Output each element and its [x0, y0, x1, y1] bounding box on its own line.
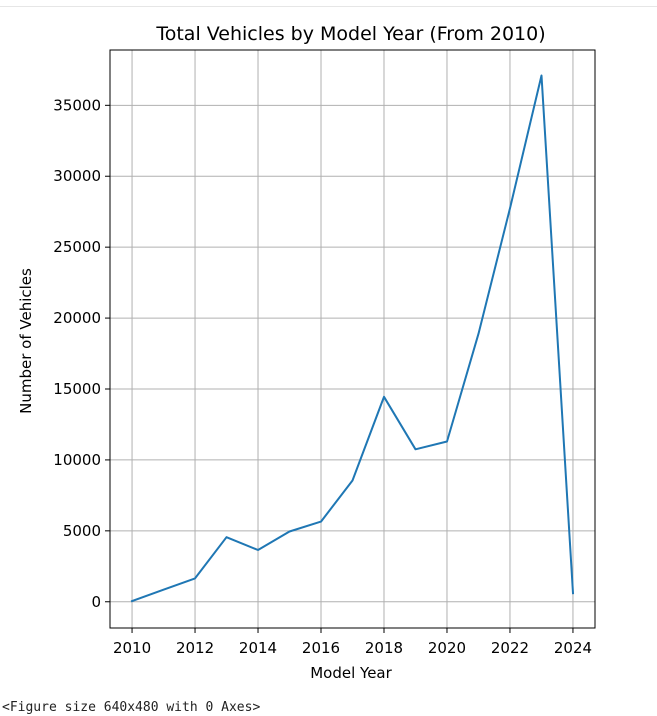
output-cell-top-rule — [0, 0, 657, 7]
x-tick-label: 2018 — [365, 639, 403, 657]
y-tick-label: 20000 — [53, 309, 101, 327]
y-tick-label: 10000 — [53, 451, 101, 469]
y-tick-label: 35000 — [53, 96, 101, 114]
y-tick-label: 5000 — [63, 522, 101, 540]
y-tick-label: 15000 — [53, 380, 101, 398]
y-tick-label: 30000 — [53, 167, 101, 185]
grid-lines — [110, 50, 595, 628]
x-ticks: 2010 2012 2014 2016 2018 2020 2022 2024 — [113, 628, 592, 657]
series-line — [130, 74, 575, 603]
x-tick-label: 2010 — [113, 639, 151, 657]
x-tick-label: 2016 — [302, 639, 340, 657]
y-axis-label: Number of Vehicles — [17, 268, 35, 414]
series-group — [130, 74, 575, 603]
x-tick-label: 2012 — [176, 639, 214, 657]
x-tick-label: 2020 — [428, 639, 466, 657]
y-ticks: 0 5000 10000 15000 20000 25000 30000 35000 — [53, 96, 110, 611]
y-tick-label: 0 — [91, 593, 101, 611]
figure-size-output: <Figure size 640x480 with 0 Axes> — [2, 700, 261, 715]
x-tick-label: 2022 — [491, 639, 529, 657]
plot-frame — [109, 49, 596, 629]
x-tick-label: 2014 — [239, 639, 277, 657]
chart-title: Total Vehicles by Model Year (From 2010) — [155, 23, 545, 45]
x-axis-label: Model Year — [310, 664, 392, 682]
y-tick-label: 25000 — [53, 238, 101, 256]
x-tick-label: 2024 — [554, 639, 592, 657]
